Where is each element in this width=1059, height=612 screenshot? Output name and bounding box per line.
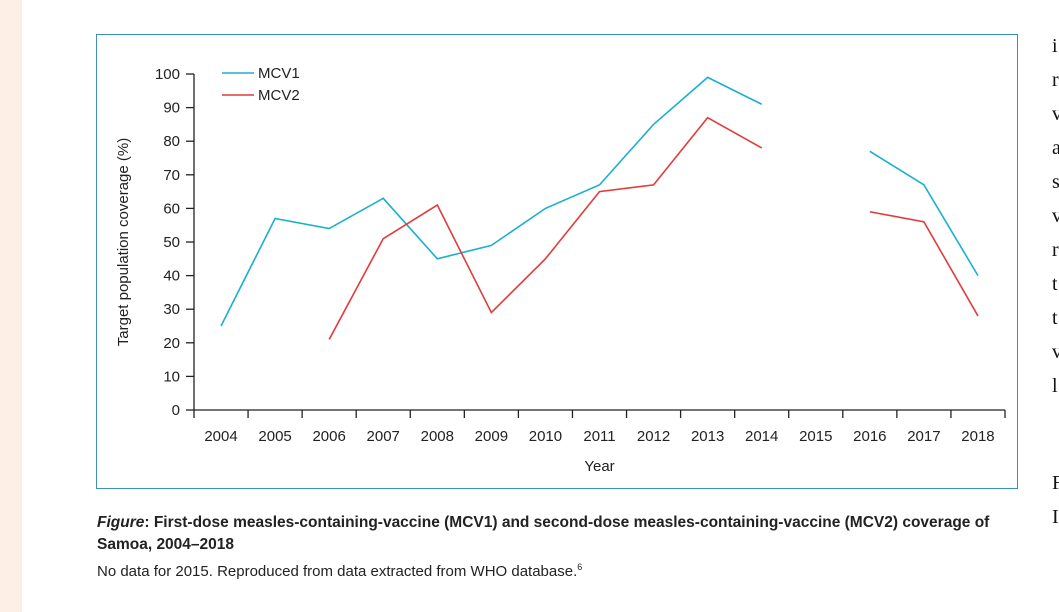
x-tick-label: 2004 (204, 428, 237, 445)
caption-label: Figure (97, 514, 145, 531)
x-tick-label: 2006 (312, 428, 345, 445)
x-tick-label: 2010 (529, 428, 562, 445)
x-tick-label: 2014 (745, 428, 778, 445)
page-margin-strip (0, 0, 22, 612)
series-line-mcv2 (328, 116, 763, 340)
x-tick-label: 2011 (583, 428, 615, 445)
caption-note-line: No data for 2015. Reproduced from data e… (97, 556, 1027, 583)
x-tick-label: 2005 (258, 428, 291, 445)
x-tick-label: 2016 (853, 428, 886, 445)
y-tick-label: 60 (163, 200, 180, 217)
x-tick-label: 2012 (637, 428, 670, 445)
x-tick-label: 2018 (961, 428, 994, 445)
side-text-fragment: t (1052, 273, 1058, 295)
x-tick-label: 2013 (691, 428, 724, 445)
series-line-mcv1 (220, 76, 763, 327)
side-text-fragment: i (1052, 35, 1058, 57)
side-text-fragment: F (1052, 472, 1059, 494)
x-tick-label: 2017 (907, 428, 940, 445)
x-tick-label: 2007 (367, 428, 400, 445)
figure-caption: Figure: First-dose measles-containing-va… (97, 512, 1027, 583)
legend-label-mcv1: MCV1 (258, 65, 300, 82)
y-tick-label: 20 (163, 335, 180, 352)
x-axis-title: Year (584, 458, 614, 475)
y-tick-label: 100 (155, 66, 180, 83)
x-tick-label: 2015 (799, 428, 832, 445)
series-line-mcv2 (869, 210, 979, 317)
y-tick-label: 10 (163, 368, 180, 385)
caption-reference: 6 (577, 562, 583, 572)
caption-title-line: Figure: First-dose measles-containing-va… (97, 512, 1027, 556)
x-tick-label: 2009 (475, 428, 508, 445)
y-tick-label: 70 (163, 167, 180, 184)
legend-label-mcv2: MCV2 (258, 87, 300, 104)
side-text-fragment: v (1052, 205, 1059, 227)
side-text-gap (1052, 404, 1059, 467)
caption-title: : First-dose measles-containing-vaccine … (97, 514, 990, 553)
series-line-mcv1 (869, 150, 979, 277)
x-tick-label: 2008 (421, 428, 454, 445)
caption-note: No data for 2015. Reproduced from data e… (97, 563, 578, 580)
side-text-fragment: v (1052, 341, 1059, 363)
y-tick-label: 30 (163, 301, 180, 318)
side-text-fragment: l (1052, 375, 1058, 397)
y-tick-label: 50 (163, 234, 180, 251)
side-text-fragment: r (1052, 239, 1059, 261)
side-text-fragment: r (1052, 69, 1059, 91)
y-tick-label: 80 (163, 133, 180, 150)
y-tick-label: 90 (163, 100, 180, 117)
side-text-fragment: v (1052, 103, 1059, 125)
side-text-fragment: t (1052, 307, 1058, 329)
y-axis-title: Target population coverage (%) (115, 138, 132, 346)
side-text-fragment: I (1052, 506, 1059, 528)
side-text-fragment: a (1052, 137, 1059, 159)
y-tick-label: 40 (163, 268, 180, 285)
figure-frame (96, 34, 1018, 489)
y-tick-label: 0 (172, 402, 180, 419)
side-text-fragment: s (1052, 171, 1059, 193)
